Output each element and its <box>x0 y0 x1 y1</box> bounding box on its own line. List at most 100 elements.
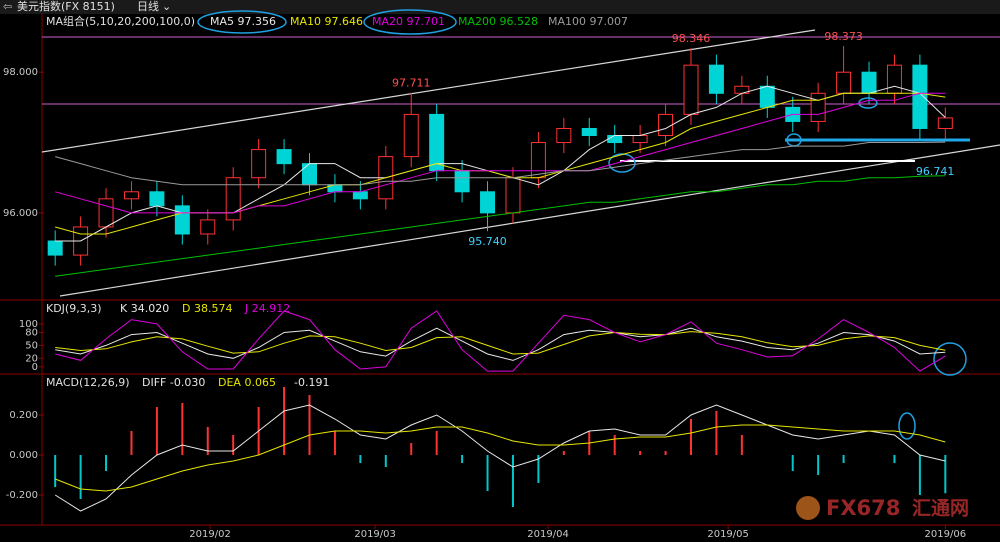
legend-name: DEA <box>218 376 241 389</box>
candle-body <box>123 191 139 200</box>
y-tick-label: 80 <box>25 327 38 338</box>
legend-value: 34.020 <box>131 302 170 315</box>
candle-body <box>276 149 292 165</box>
macd-bar <box>715 411 718 455</box>
macd-bar <box>105 455 108 471</box>
macd-bar <box>232 435 235 455</box>
series-line <box>55 327 946 361</box>
candle-body <box>225 177 241 221</box>
legend-name: D <box>182 302 190 315</box>
legend-value: 0.065 <box>244 376 276 389</box>
legend-entry: DEA 0.065 <box>218 376 276 389</box>
y-tick-label: 0.200 <box>9 410 38 421</box>
macd-bar <box>944 455 947 494</box>
macd-bar <box>181 403 184 455</box>
x-tick-label: 2019/02 <box>189 529 231 540</box>
legend-entry: J 24.912 <box>244 302 290 315</box>
watermark: FX678 汇通网 <box>796 496 969 520</box>
legend-name: MA200 <box>458 15 496 28</box>
macd-bar <box>817 455 820 475</box>
macd-bar <box>130 431 133 455</box>
y-tick-label: 0 <box>32 362 38 373</box>
back-icon[interactable]: ⇦ <box>3 0 12 13</box>
macd-bar <box>740 435 743 455</box>
macd-bar <box>461 455 464 463</box>
legend-name: MA10 <box>290 15 321 28</box>
watermark-site: 汇通网 <box>912 498 969 520</box>
candle-body <box>912 64 928 129</box>
candle-body <box>149 191 165 207</box>
macd-bar <box>435 431 438 455</box>
panel-frames <box>0 14 1000 526</box>
macd-bar <box>359 455 362 463</box>
legend-entry: MA200 96.528 <box>458 15 538 28</box>
legend-value: -0.030 <box>170 376 205 389</box>
legend-value: 97.646 <box>325 15 364 28</box>
legend-entry: DIFF -0.030 <box>142 376 205 389</box>
candle-body <box>937 117 953 129</box>
price-annotation: 97.711 <box>392 77 431 90</box>
x-tick-label: 2019/04 <box>527 529 569 540</box>
x-tick-label: 2019/03 <box>354 529 396 540</box>
macd-bar <box>562 451 565 455</box>
legend-entry: K 34.020 <box>120 302 169 315</box>
y-tick-label: 100 <box>19 319 38 330</box>
series-line <box>55 92 946 214</box>
panel-title: MA组合(5,10,20,200,100,0) <box>46 14 195 28</box>
panel-title: KDJ(9,3,3) <box>46 302 102 315</box>
y-tick-label: 98.000 <box>3 67 38 78</box>
period[interactable]: 日线 <box>137 0 159 13</box>
macd-bar <box>308 395 311 455</box>
series-line <box>54 404 946 512</box>
series-line <box>55 310 946 372</box>
candle-body <box>708 64 724 94</box>
candle-body <box>352 191 368 200</box>
candle-body <box>429 113 445 172</box>
macd-bar <box>537 455 540 483</box>
macd-bar <box>333 431 336 455</box>
series-line <box>55 331 946 355</box>
series-line <box>55 141 946 186</box>
legend-value: 97.007 <box>590 15 629 28</box>
macd-bar <box>206 427 209 455</box>
legend-value: 38.574 <box>194 302 233 315</box>
candle-body <box>174 205 190 235</box>
macd-bar <box>384 455 387 467</box>
legend-value: 96.528 <box>500 15 539 28</box>
candle-body <box>861 71 877 94</box>
macd-bar <box>893 455 896 463</box>
price-annotation: 95.740 <box>468 235 507 248</box>
watermark-brand: FX678 <box>826 496 900 520</box>
macd-bar <box>155 407 158 455</box>
legend-entry: MA100 97.007 <box>548 15 628 28</box>
macd-bar <box>54 455 57 487</box>
candle-body <box>683 64 699 115</box>
macd-bar <box>842 455 845 463</box>
candle-body <box>556 127 572 144</box>
legend-entry: MA20 97.701 <box>372 15 445 28</box>
legend-name: DIFF <box>142 376 166 389</box>
series-line <box>55 175 946 277</box>
x-tick-label: 2019/06 <box>925 529 967 540</box>
y-tick-label: -0.200 <box>6 490 38 501</box>
candle-body <box>810 92 826 122</box>
legend-name: MA20 <box>372 15 403 28</box>
legend-entry: -0.191 <box>294 376 329 389</box>
price-annotation: 98.346 <box>672 32 711 45</box>
candle-body <box>200 219 216 235</box>
candle-body <box>836 71 852 94</box>
candle-body <box>251 149 267 179</box>
instrument-title: 美元指数(FX 8151) <box>17 0 115 13</box>
candle-body <box>98 198 114 228</box>
candle-body <box>632 135 648 144</box>
period-dropdown[interactable]: ⌄ <box>162 0 171 13</box>
macd-bar <box>918 455 921 495</box>
y-tick-label: 20 <box>25 353 38 364</box>
macd-bar <box>664 451 667 455</box>
legend-name: K <box>120 302 128 315</box>
macd-bar <box>486 455 489 491</box>
macd-bar <box>689 419 692 455</box>
macd-bar <box>410 443 413 455</box>
legend-value: 97.356 <box>238 15 277 28</box>
candle-body <box>658 113 674 137</box>
